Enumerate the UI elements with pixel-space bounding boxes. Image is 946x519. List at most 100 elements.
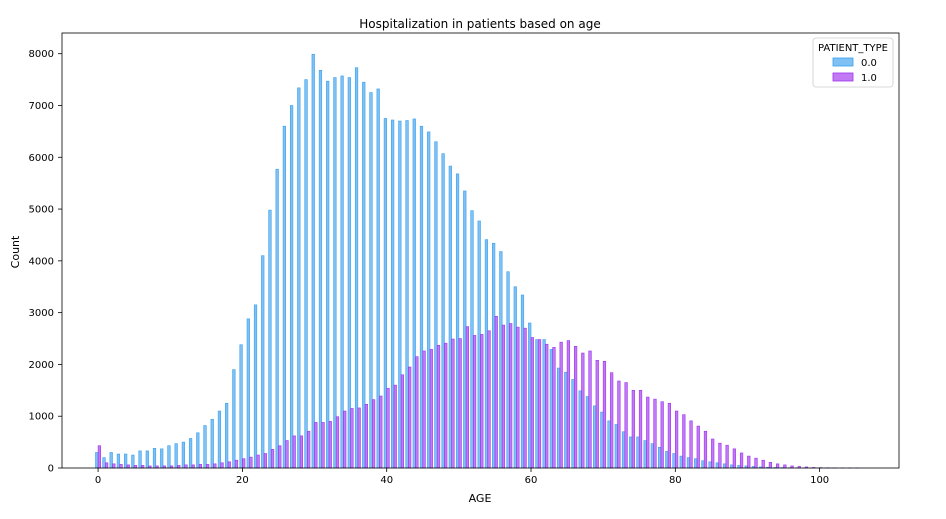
bar-series-0-age-47 bbox=[435, 142, 438, 468]
bar-series-1-age-79 bbox=[668, 403, 671, 468]
bar-series-0-age-19 bbox=[233, 370, 236, 468]
bar-series-0-age-48 bbox=[442, 154, 445, 468]
bar-series-0-age-3 bbox=[117, 454, 120, 468]
bar-series-1-age-95 bbox=[784, 465, 787, 468]
bar-series-0-age-45 bbox=[420, 126, 423, 468]
bar-series-1-age-63 bbox=[553, 347, 556, 468]
bar-series-0-age-35 bbox=[348, 78, 351, 468]
bar-series-1-age-29 bbox=[307, 431, 310, 468]
bar-series-1-age-60 bbox=[531, 338, 534, 469]
bar-series-0-age-85 bbox=[709, 462, 712, 468]
bar-series-0-age-23 bbox=[261, 256, 264, 468]
bar-series-1-age-4 bbox=[127, 465, 130, 468]
bar-series-0-age-74 bbox=[629, 437, 632, 468]
bar-series-0-age-12 bbox=[182, 442, 185, 468]
bar-series-1-age-61 bbox=[538, 340, 541, 468]
bar-series-1-age-2 bbox=[113, 464, 116, 468]
bar-series-0-age-50 bbox=[456, 174, 459, 468]
bar-series-1-age-65 bbox=[567, 341, 570, 468]
bar-series-0-age-86 bbox=[716, 463, 719, 468]
y-tick-label: 3000 bbox=[29, 308, 54, 319]
bar-series-1-age-30 bbox=[315, 422, 318, 468]
bar-series-1-age-52 bbox=[473, 335, 476, 468]
bar-series-1-age-88 bbox=[733, 449, 736, 468]
bar-series-0-age-42 bbox=[399, 121, 402, 468]
bar-series-1-age-51 bbox=[466, 327, 469, 468]
x-tick-label: 40 bbox=[380, 475, 393, 486]
y-tick-label: 4000 bbox=[29, 256, 54, 267]
bar-series-1-age-21 bbox=[250, 457, 253, 468]
bar-series-1-age-12 bbox=[185, 465, 188, 468]
bar-series-0-age-11 bbox=[175, 444, 178, 468]
bar-series-1-age-38 bbox=[372, 400, 375, 468]
bar-series-1-age-26 bbox=[286, 441, 289, 468]
legend-label-series-1: 1.0 bbox=[861, 73, 877, 84]
bar-series-1-age-67 bbox=[582, 353, 585, 468]
bar-series-1-age-18 bbox=[228, 462, 231, 468]
bar-series-1-age-82 bbox=[690, 421, 693, 468]
bar-series-1-age-83 bbox=[697, 426, 700, 468]
bar-series-0-age-26 bbox=[283, 126, 286, 468]
bar-series-0-age-37 bbox=[362, 82, 365, 468]
bar-series-0-age-78 bbox=[658, 447, 661, 468]
bar-series-1-age-58 bbox=[517, 327, 520, 468]
bar-series-1-age-34 bbox=[343, 411, 346, 468]
bar-series-1-age-54 bbox=[488, 331, 491, 468]
bar-series-0-age-22 bbox=[254, 305, 257, 468]
bar-series-0-age-28 bbox=[298, 88, 301, 468]
bar-series-0-age-43 bbox=[406, 121, 409, 468]
bar-series-0-age-49 bbox=[449, 166, 452, 468]
bar-series-0-age-63 bbox=[550, 349, 553, 468]
bar-series-0-age-58 bbox=[514, 287, 517, 468]
y-tick-label: 0 bbox=[48, 464, 54, 475]
bar-series-0-age-51 bbox=[463, 191, 466, 468]
bar-series-0-age-0 bbox=[95, 452, 98, 468]
bar-series-1-age-78 bbox=[661, 402, 664, 468]
bar-series-1-age-75 bbox=[639, 390, 642, 468]
bar-series-1-age-3 bbox=[120, 464, 123, 468]
bar-series-0-age-70 bbox=[601, 412, 604, 468]
bar-series-0-age-4 bbox=[124, 454, 127, 468]
bar-series-0-age-31 bbox=[319, 70, 322, 468]
bar-series-1-age-41 bbox=[394, 385, 397, 468]
bar-series-0-age-46 bbox=[427, 132, 430, 468]
bar-series-1-age-28 bbox=[300, 436, 303, 468]
bar-series-1-age-31 bbox=[322, 422, 325, 468]
bar-series-0-age-7 bbox=[146, 451, 149, 468]
bar-series-0-age-5 bbox=[132, 455, 135, 468]
bar-series-1-age-48 bbox=[444, 343, 447, 468]
bar-series-1-age-45 bbox=[423, 351, 426, 468]
bar-series-1-age-64 bbox=[560, 342, 563, 468]
bar-series-1-age-36 bbox=[358, 408, 361, 468]
bar-series-1-age-74 bbox=[632, 390, 635, 468]
bar-series-0-age-30 bbox=[312, 54, 315, 468]
bar-series-0-age-55 bbox=[492, 243, 495, 468]
y-tick-label: 2000 bbox=[29, 360, 54, 371]
bar-series-1-age-62 bbox=[545, 344, 548, 468]
bar-series-1-age-72 bbox=[618, 381, 621, 468]
bar-series-0-age-13 bbox=[189, 438, 192, 468]
bar-series-0-age-88 bbox=[730, 465, 733, 468]
bar-series-0-age-44 bbox=[413, 119, 416, 468]
x-tick-label: 0 bbox=[95, 475, 101, 486]
bar-series-1-age-66 bbox=[574, 346, 577, 468]
bar-series-0-age-76 bbox=[644, 441, 647, 468]
bar-series-1-age-13 bbox=[192, 465, 195, 468]
bar-series-1-age-40 bbox=[387, 388, 390, 468]
legend: PATIENT_TYPE 0.0 1.0 bbox=[813, 38, 893, 87]
y-tick-label: 7000 bbox=[29, 101, 54, 112]
bar-series-1-age-73 bbox=[625, 383, 628, 468]
bar-series-1-age-32 bbox=[329, 421, 332, 468]
bar-series-1-age-85 bbox=[711, 439, 714, 468]
bar-series-0-age-56 bbox=[500, 252, 503, 468]
x-tick-label: 100 bbox=[810, 475, 829, 486]
bar-series-0-age-14 bbox=[197, 433, 200, 468]
bar-series-1-age-94 bbox=[776, 464, 779, 468]
bar-series-1-age-53 bbox=[481, 334, 484, 468]
legend-label-series-0: 0.0 bbox=[861, 58, 877, 69]
bar-series-1-age-23 bbox=[264, 454, 267, 469]
bar-series-0-age-64 bbox=[557, 368, 560, 468]
bar-series-0-age-16 bbox=[211, 419, 214, 468]
y-axis-label: Count bbox=[9, 235, 22, 268]
